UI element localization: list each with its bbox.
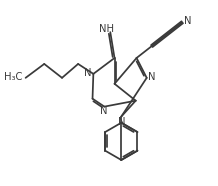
Text: N: N <box>148 72 155 82</box>
Text: N: N <box>100 106 107 116</box>
Text: NH: NH <box>99 24 114 34</box>
Text: N: N <box>84 68 92 78</box>
Text: N: N <box>184 16 191 26</box>
Text: H₃C: H₃C <box>5 72 23 82</box>
Text: N: N <box>118 117 125 127</box>
